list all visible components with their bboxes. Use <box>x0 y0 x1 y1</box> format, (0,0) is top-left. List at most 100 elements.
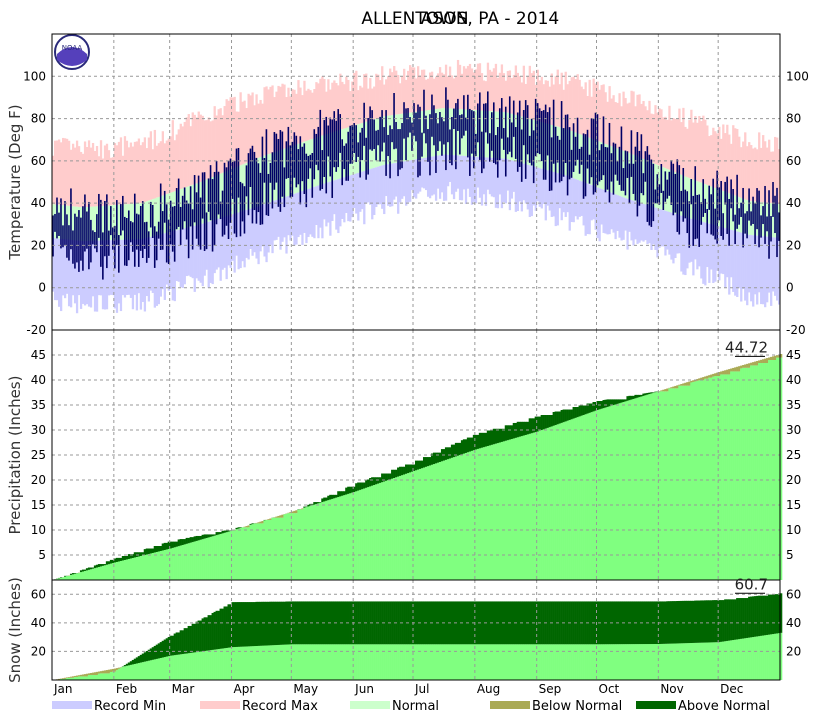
precip-ytick-right: 25 <box>786 448 801 462</box>
record-max-bar <box>580 86 583 135</box>
observed-temp-bar <box>411 122 413 151</box>
snow-below-normal-bar <box>61 678 65 679</box>
observed-temp-bar <box>405 108 407 161</box>
snow-normal-bar <box>83 676 87 680</box>
precip-below-normal-bar <box>668 387 671 389</box>
snow-normal-bar <box>762 635 765 680</box>
snow-above-normal-bar <box>269 601 272 646</box>
snow-above-normal-bar <box>764 595 767 636</box>
snow-normal-bar <box>500 644 504 680</box>
observed-temp-bar <box>343 145 345 170</box>
precip-normal-bar <box>329 499 332 580</box>
record-max-bar <box>387 76 390 116</box>
precip-normal-bar <box>319 502 322 580</box>
snow-normal-bar <box>638 644 641 680</box>
snow-normal-bar <box>750 637 753 680</box>
record-min-bar <box>337 179 340 234</box>
record-max-bar <box>155 145 159 198</box>
precip-above-normal-bar <box>610 399 613 406</box>
snow-normal-bar <box>123 666 127 680</box>
snow-normal-bar <box>564 644 567 680</box>
observed-temp-bar <box>606 147 609 190</box>
precip-above-normal-bar <box>646 392 649 395</box>
precip-above-normal-bar <box>137 552 141 557</box>
noaa-logo-icon: NOAA <box>54 34 90 70</box>
observed-temp-bar <box>401 123 403 169</box>
precip-normal-bar <box>263 520 266 580</box>
record-max-bar <box>393 66 396 115</box>
precip-above-normal-bar <box>564 409 567 422</box>
snow-normal-bar <box>568 644 571 680</box>
record-max-bar <box>133 141 137 204</box>
record-min-bar <box>413 159 416 198</box>
observed-temp-bar <box>580 146 583 165</box>
precip-normal-bar <box>269 519 272 580</box>
precip-below-normal-bar <box>289 512 292 514</box>
snow-normal-bar <box>287 644 290 680</box>
precip-above-normal-bar <box>644 393 647 396</box>
precip-normal-bar <box>153 552 157 580</box>
snow-above-normal-bar <box>259 601 262 646</box>
precip-normal-bar <box>470 450 474 580</box>
record-min-bar <box>726 228 729 278</box>
snow-above-normal-bar <box>221 608 224 649</box>
record-min-bar <box>504 158 508 204</box>
precip-normal-bar <box>187 543 190 580</box>
precip-above-normal-bar <box>556 411 559 425</box>
precip-above-normal-bar <box>424 457 428 467</box>
normal-bar <box>722 191 725 228</box>
precip-normal-bar <box>155 552 159 580</box>
precip-normal-bar <box>656 391 659 580</box>
snow-above-normal-bar <box>468 601 472 645</box>
record-max-bar <box>508 70 512 114</box>
snow-normal-bar <box>558 644 561 680</box>
record-min-bar <box>195 225 198 279</box>
record-min-bar <box>313 186 316 239</box>
observed-temp-bar <box>56 197 58 239</box>
precip-normal-bar <box>301 509 304 580</box>
record-max-bar <box>736 128 739 197</box>
record-min-bar <box>510 160 514 199</box>
precip-above-normal-bar <box>169 541 172 549</box>
snow-normal-bar <box>393 644 396 680</box>
snow-above-normal-bar <box>205 617 208 651</box>
observed-temp-bar <box>762 206 764 225</box>
record-min-bar <box>572 178 575 223</box>
observed-temp-bar <box>102 232 104 280</box>
legend-swatch <box>490 701 530 709</box>
snow-normal-bar <box>317 644 320 680</box>
snow-above-normal-bar <box>602 601 605 645</box>
snow-above-normal-bar <box>762 595 765 636</box>
precip-below-normal-bar <box>752 362 755 366</box>
record-max-bar <box>678 108 681 175</box>
snow-normal-bar <box>650 644 653 680</box>
precip-above-normal-bar <box>323 497 326 502</box>
precip-normal-bar <box>544 428 547 580</box>
precip-below-normal-bar <box>293 510 296 514</box>
record-max-bar <box>385 79 388 117</box>
observed-temp-bar <box>413 103 415 136</box>
snow-above-normal-bar <box>488 601 492 645</box>
snow-below-normal-bar <box>85 673 89 677</box>
record-min-bar <box>544 169 547 221</box>
record-max-bar <box>622 91 625 151</box>
snow-above-normal-bar <box>626 601 629 645</box>
snow-above-normal-bar <box>546 601 549 645</box>
snow-above-normal-bar <box>542 601 545 645</box>
record-min-bar <box>387 164 390 206</box>
precip-normal-bar <box>772 360 775 580</box>
precip-normal-bar <box>193 541 196 580</box>
observed-temp-bar <box>592 118 595 195</box>
snow-normal-bar <box>596 644 599 680</box>
precip-normal-bar <box>598 409 601 580</box>
precip-above-normal-bar <box>325 497 328 501</box>
observed-temp-bar <box>311 152 314 198</box>
record-max-bar <box>147 137 151 201</box>
observed-temp-bar <box>209 165 212 221</box>
precip-normal-bar <box>722 374 725 580</box>
snow-normal-bar <box>173 655 176 680</box>
snow-above-normal-bar <box>772 594 775 635</box>
record-max-bar <box>399 83 402 115</box>
precip-normal-bar <box>508 439 512 580</box>
observed-temp-bar <box>748 188 750 221</box>
